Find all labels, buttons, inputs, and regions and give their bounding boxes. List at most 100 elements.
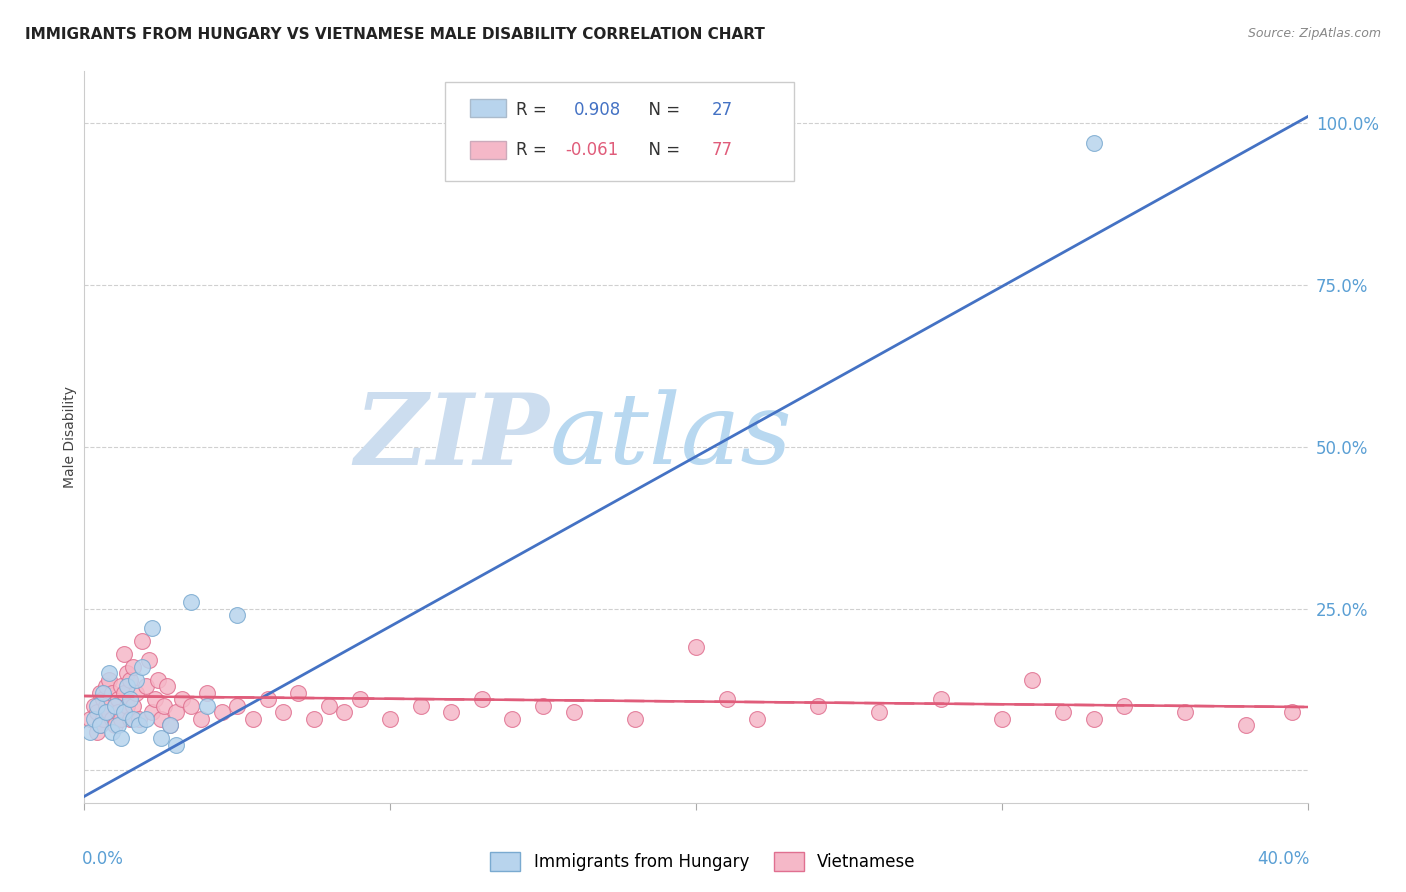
Point — [242, 712, 264, 726]
Point — [101, 686, 124, 700]
Point — [685, 640, 707, 655]
Point — [104, 718, 127, 732]
Point — [86, 698, 108, 713]
Point — [101, 724, 124, 739]
Point — [409, 698, 432, 713]
Point — [112, 647, 135, 661]
Text: -0.061: -0.061 — [565, 141, 619, 160]
Point — [502, 712, 524, 726]
Point — [1052, 705, 1074, 719]
Point — [86, 724, 108, 739]
Point — [115, 698, 138, 713]
Point — [929, 692, 952, 706]
Point — [869, 705, 891, 719]
Point — [149, 731, 172, 745]
Point — [159, 718, 181, 732]
Point — [128, 712, 150, 726]
Point — [110, 679, 132, 693]
Text: N =: N = — [638, 141, 686, 160]
Point — [107, 705, 129, 719]
Point — [380, 712, 402, 726]
Point — [302, 712, 325, 726]
Point — [440, 705, 463, 719]
Point — [226, 608, 249, 623]
Point — [624, 712, 647, 726]
Point — [333, 705, 356, 719]
Point — [122, 660, 145, 674]
Point — [1083, 136, 1105, 150]
Text: ZIP: ZIP — [354, 389, 550, 485]
Point — [91, 712, 114, 726]
Point — [172, 692, 194, 706]
Point — [165, 705, 187, 719]
Point — [180, 595, 202, 609]
Point — [112, 686, 135, 700]
Point — [91, 692, 114, 706]
Text: 27: 27 — [711, 101, 733, 120]
Bar — [470, 141, 506, 159]
Point — [1281, 705, 1303, 719]
Point — [122, 698, 145, 713]
Point — [195, 686, 218, 700]
Point — [97, 666, 120, 681]
Point — [1114, 698, 1136, 713]
Point — [138, 653, 160, 667]
Point — [141, 621, 163, 635]
Point — [471, 692, 494, 706]
Point — [120, 692, 142, 706]
Point — [112, 705, 135, 719]
Point — [115, 666, 138, 681]
Point — [180, 698, 202, 713]
Point — [153, 698, 176, 713]
Point — [159, 718, 181, 732]
Point — [83, 712, 105, 726]
Point — [531, 698, 554, 713]
Point — [104, 698, 127, 713]
Point — [101, 712, 124, 726]
Point — [991, 712, 1014, 726]
Text: 0.908: 0.908 — [574, 101, 621, 120]
Point — [94, 705, 117, 719]
Point — [110, 712, 132, 726]
Point — [135, 712, 157, 726]
Point — [79, 724, 101, 739]
Point — [211, 705, 233, 719]
Point — [120, 673, 142, 687]
Point — [1083, 712, 1105, 726]
Text: Source: ZipAtlas.com: Source: ZipAtlas.com — [1247, 27, 1381, 40]
Text: R =: R = — [516, 101, 553, 120]
Point — [104, 698, 127, 713]
Point — [287, 686, 309, 700]
Point — [562, 705, 585, 719]
Point — [226, 698, 249, 713]
Point — [149, 712, 172, 726]
Y-axis label: Male Disability: Male Disability — [63, 386, 77, 488]
Point — [257, 692, 280, 706]
Point — [190, 712, 212, 726]
Point — [89, 718, 111, 732]
Point — [97, 673, 120, 687]
Text: R =: R = — [516, 141, 553, 160]
Legend: Immigrants from Hungary, Vietnamese: Immigrants from Hungary, Vietnamese — [482, 843, 924, 880]
Point — [94, 698, 117, 713]
Point — [97, 705, 120, 719]
Point — [146, 673, 169, 687]
Point — [131, 660, 153, 674]
Point — [86, 705, 108, 719]
Text: N =: N = — [638, 101, 686, 120]
Point — [120, 712, 142, 726]
Text: atlas: atlas — [550, 390, 792, 484]
Point — [747, 712, 769, 726]
Point — [107, 718, 129, 732]
Point — [141, 705, 163, 719]
Point — [1174, 705, 1197, 719]
Point — [128, 718, 150, 732]
Point — [125, 673, 148, 687]
Point — [1236, 718, 1258, 732]
FancyBboxPatch shape — [446, 82, 794, 181]
Text: IMMIGRANTS FROM HUNGARY VS VIETNAMESE MALE DISABILITY CORRELATION CHART: IMMIGRANTS FROM HUNGARY VS VIETNAMESE MA… — [25, 27, 765, 42]
Point — [89, 686, 111, 700]
Point — [1021, 673, 1043, 687]
Point — [91, 686, 114, 700]
Text: 77: 77 — [711, 141, 733, 160]
